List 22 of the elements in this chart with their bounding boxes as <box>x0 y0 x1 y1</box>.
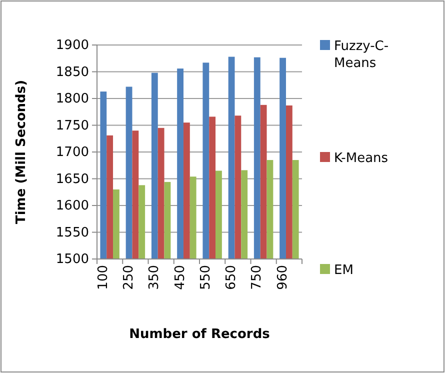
y-axis-title: Time (Mill Seconds) <box>14 80 29 224</box>
x-tick-label: 250 <box>122 265 137 290</box>
y-tick-label: 1650 <box>56 172 89 187</box>
y-tick-label: 1750 <box>56 118 89 134</box>
legend-label: K-Means <box>334 151 388 166</box>
y-tick-label: 1850 <box>56 64 89 80</box>
y-tick-label: 1550 <box>56 225 89 240</box>
y-tick-label: 1500 <box>56 252 89 268</box>
x-axis-title: Number of Records <box>129 327 270 342</box>
x-tick-label: 650 <box>224 265 240 290</box>
legend-label: Fuzzy-C-Means <box>334 39 389 71</box>
y-tick-label: 1900 <box>56 38 89 54</box>
y-tick-label: 1800 <box>56 92 89 107</box>
x-tick-label: 960 <box>275 265 290 290</box>
x-tick-label: 100 <box>96 265 111 290</box>
x-tick-label: 750 <box>250 265 265 290</box>
legend-label: EM <box>334 263 354 278</box>
x-tick-label: 450 <box>172 265 188 290</box>
y-tick-label: 1600 <box>56 198 89 214</box>
x-tick-label: 550 <box>198 265 214 290</box>
x-tick-label: 350 <box>147 265 162 290</box>
y-tick-label: 1700 <box>56 145 89 160</box>
